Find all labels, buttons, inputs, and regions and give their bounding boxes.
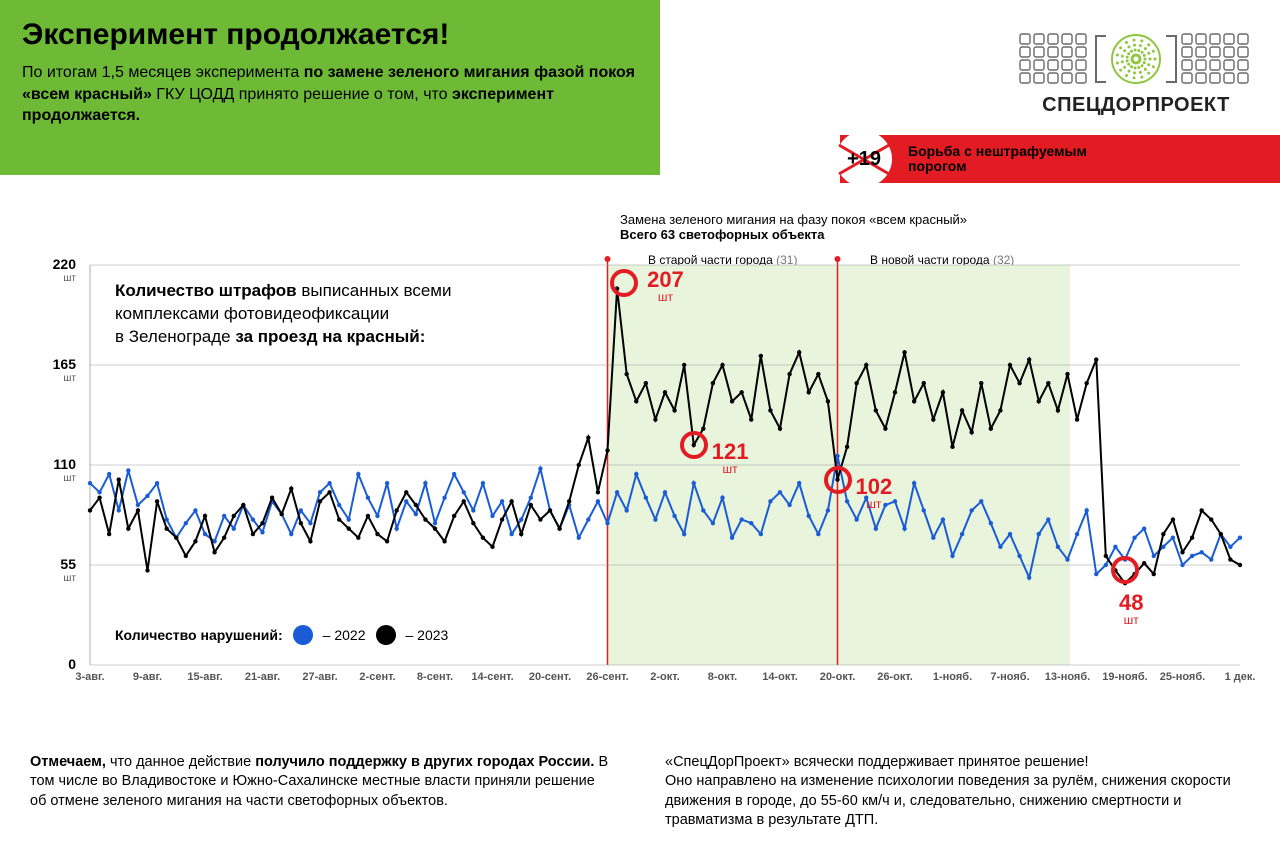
y-unit: шт (40, 273, 76, 284)
main-chart: 055шт110шт165шт220шт3-авг.9-авг.15-авг.2… (30, 255, 1250, 700)
x-tick: 1-нояб. (933, 671, 972, 683)
x-tick: 20-окт. (820, 671, 856, 683)
x-tick: 14-окт. (762, 671, 798, 683)
x-tick: 27-авг. (302, 671, 337, 683)
brand-logo: СПЕЦДОРПРОЕКТ (1016, 30, 1256, 117)
y-tick: 165 (40, 356, 76, 372)
callout-ring (1111, 556, 1139, 584)
callout-ring (680, 431, 708, 459)
chart-canvas (30, 255, 1250, 700)
y-unit: шт (40, 573, 76, 584)
footer-right: «СпецДорПроект» всячески поддерживает пр… (665, 753, 1250, 831)
y-unit: шт (40, 473, 76, 484)
x-tick: 13-нояб. (1045, 671, 1090, 683)
x-tick: 19-нояб. (1102, 671, 1147, 683)
x-tick: 20-сент. (529, 671, 571, 683)
footer-left: Отмечаем, что данное действие получило п… (30, 753, 615, 831)
logo-icon (1016, 30, 1256, 88)
x-tick: 2-сент. (359, 671, 395, 683)
y-tick: 110 (40, 456, 76, 472)
x-tick: 26-сент. (586, 671, 628, 683)
chart-note: Замена зеленого мигания на фазу покоя «в… (620, 212, 967, 242)
page-title: Эксперимент продолжается! (22, 18, 638, 52)
y-unit: шт (40, 373, 76, 384)
y-tick: 220 (40, 256, 76, 272)
x-tick: 26-окт. (877, 671, 913, 683)
y-tick: 0 (40, 656, 76, 672)
header-subtitle: По итогам 1,5 месяцев эксперимента по за… (22, 62, 638, 127)
x-tick: 21-авг. (245, 671, 280, 683)
header-green-box: Эксперимент продолжается! По итогам 1,5 … (0, 0, 660, 175)
x-tick: 25-нояб. (1160, 671, 1205, 683)
callout-label: 102шт (856, 474, 893, 511)
x-tick: 9-авг. (133, 671, 162, 683)
callout-label: 121шт (712, 439, 749, 476)
x-tick: 2-окт. (650, 671, 679, 683)
ribbon-text: Борьба с нештрафуемымпорогом (908, 144, 1087, 175)
callout-ring (610, 269, 638, 297)
badge-plus-icon: +19 (836, 131, 892, 187)
y-tick: 55 (40, 556, 76, 572)
callout-label: 207шт (647, 267, 684, 304)
x-tick: 8-сент. (417, 671, 453, 683)
x-tick: 3-авг. (75, 671, 104, 683)
callout-ring (824, 466, 852, 494)
x-tick: 14-сент. (471, 671, 513, 683)
footer-paragraphs: Отмечаем, что данное действие получило п… (30, 753, 1250, 831)
x-tick: 15-авг. (187, 671, 222, 683)
brand-name: СПЕЦДОРПРОЕКТ (1042, 94, 1230, 117)
x-tick: 8-окт. (708, 671, 737, 683)
x-tick: 7-нояб. (990, 671, 1029, 683)
x-tick: 1 дек. (1225, 671, 1256, 683)
callout-label: 48шт (1119, 590, 1143, 627)
bonus-ribbon: +19 Борьба с нештрафуемымпорогом (840, 135, 1280, 183)
